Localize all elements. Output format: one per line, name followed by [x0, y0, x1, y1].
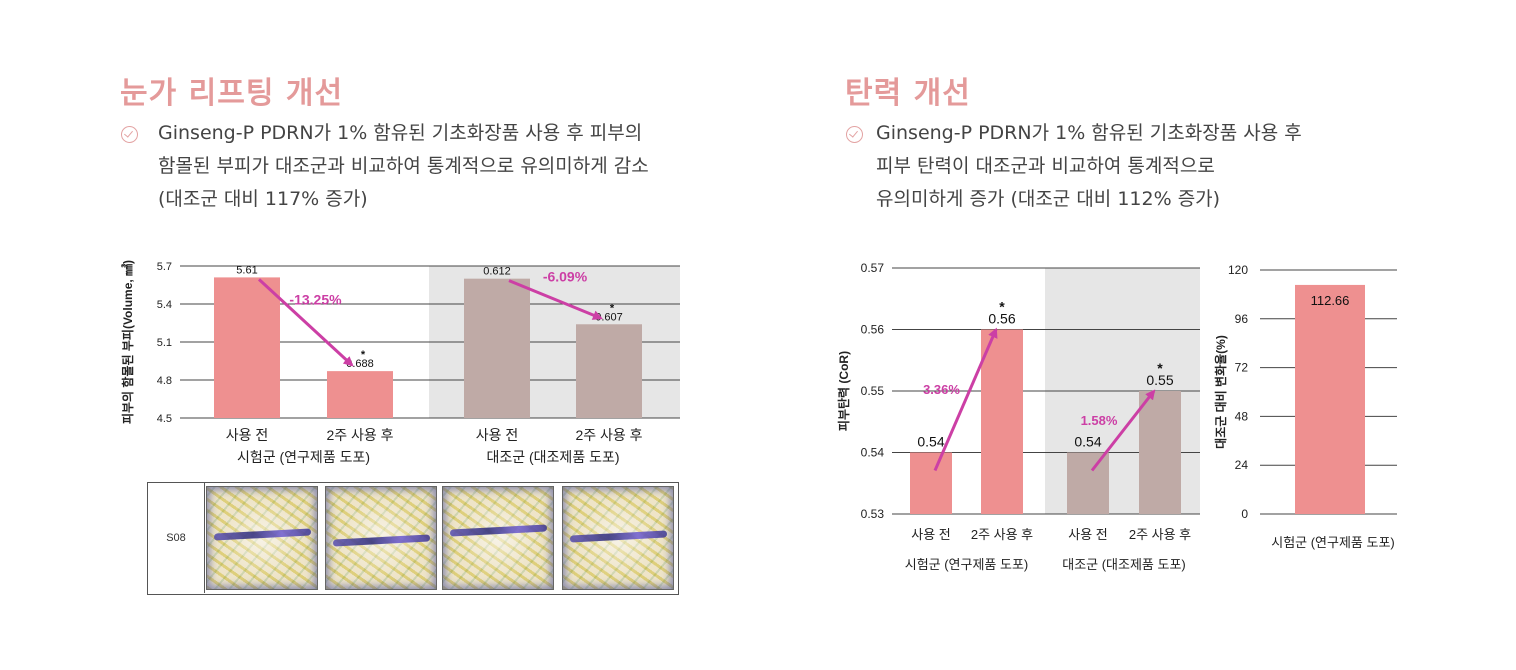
change-arrow	[933, 327, 998, 472]
change-arrow	[257, 278, 354, 367]
skin-image-test-before	[206, 486, 318, 590]
y-tick-label: 4.8	[157, 375, 172, 387]
x-group-label: 대조군 (대조제품 도포)	[486, 449, 619, 465]
bar	[981, 329, 1023, 514]
left-desc-line-1: Ginseng-P PDRN가 1% 함유된 기초화장품 사용 후 피부의	[158, 122, 643, 144]
x-group-label: 시험군 (연구제품 도포)	[237, 449, 370, 465]
right-desc-line-1: Ginseng-P PDRN가 1% 함유된 기초화장품 사용 후	[876, 122, 1302, 144]
y-tick-label: 4.5	[157, 413, 172, 425]
image-strip-label: S08	[148, 483, 205, 593]
check-circle-icon	[846, 126, 863, 143]
percent-change-label: 1.58%	[1081, 413, 1118, 428]
x-category-label: 2주 사용 후	[326, 427, 393, 443]
y-tick-label: 0.54	[861, 446, 885, 460]
data-label: 0.56	[988, 311, 1015, 327]
change-rate-bar-chart: 0 24 48 72 96 120 대조군 대비 변화율(%) 112.66 시험군 (연구제품…	[1213, 263, 1397, 550]
bar	[464, 278, 530, 418]
y-tick-label: 0	[1241, 507, 1248, 521]
elasticity-bar-chart: 0.53 0.54 0.55 0.56 0.57 피부탄력 (CoR) 0.54 사용 전 0.…	[836, 261, 1200, 572]
percent-change-label: -6.09%	[543, 268, 588, 284]
percent-change-label: 3.36%	[923, 382, 960, 397]
x-category-label: 사용 전	[226, 427, 269, 443]
y-tick-label: 72	[1235, 361, 1249, 375]
x-category-label: 시험군 (연구제품 도포)	[1271, 535, 1395, 550]
data-label: 0.55	[1146, 372, 1173, 388]
x-category-label: 2주 사용 후	[1129, 527, 1191, 542]
y-tick-label: 0.57	[861, 261, 885, 275]
x-category-label: 사용 전	[476, 427, 519, 443]
y-axis-title: 대조군 대비 변화율(%)	[1213, 335, 1228, 449]
left-description: Ginseng-P PDRN가 1% 함유된 기초화장품 사용 후 피부의 함몰…	[158, 117, 649, 216]
y-axis-title: 피부탄력 (CoR)	[836, 351, 851, 431]
y-tick-label: 0.53	[861, 507, 885, 521]
skin-image-control-after	[562, 486, 674, 590]
volume-bar-chart: 4.5 4.8 5.1 5.4 5.7 피부의 함몰된 부피(Volume, ㎣) 5.61…	[120, 260, 680, 465]
significance-star: *	[361, 349, 366, 361]
bar	[576, 324, 642, 418]
y-tick-label: 0.55	[861, 384, 885, 398]
bar	[1139, 391, 1181, 514]
significance-star: *	[610, 302, 615, 314]
left-desc-line-3: (대조군 대비 117% 증가)	[158, 188, 368, 210]
y-tick-label: 0.56	[861, 323, 885, 337]
significance-star: *	[999, 299, 1005, 315]
right-description: Ginseng-P PDRN가 1% 함유된 기초화장품 사용 후 피부 탄력이…	[876, 117, 1302, 216]
left-desc-line-2: 함몰된 부피가 대조군과 비교하여 통계적으로 유의미하게 감소	[158, 155, 649, 177]
percent-change-label: -13.25%	[289, 291, 342, 307]
y-tick-label: 120	[1228, 263, 1248, 277]
y-tick-label: 24	[1235, 458, 1249, 472]
bar	[327, 371, 393, 418]
data-label: 0.54	[917, 434, 944, 450]
x-category-label: 사용 전	[911, 527, 951, 542]
bar	[1067, 452, 1109, 514]
significance-star: *	[1157, 360, 1163, 376]
y-tick-label: 5.7	[157, 261, 172, 273]
check-circle-icon	[121, 126, 138, 143]
data-label: 0.54	[1074, 434, 1101, 450]
left-section-title: 눈가 리프팅 개선	[120, 76, 344, 111]
right-desc-line-3: 유의미하게 증가 (대조군 대비 112% 증가)	[876, 188, 1221, 210]
x-group-label: 시험군 (연구제품 도포)	[905, 557, 1029, 572]
bar	[1295, 284, 1365, 514]
skin-image-test-after	[325, 486, 437, 590]
skin-image-strip: S08	[147, 482, 679, 595]
bar	[214, 277, 280, 418]
data-label: 0.612	[483, 266, 511, 278]
right-section-title: 탄력 개선	[845, 76, 971, 111]
y-tick-label: 5.1	[157, 337, 172, 349]
right-desc-line-2: 피부 탄력이 대조군과 비교하여 통계적으로	[876, 155, 1215, 177]
x-group-label: 대조군 (대조제품 도포)	[1062, 557, 1186, 572]
y-tick-label: 48	[1235, 409, 1249, 423]
change-arrow	[1090, 389, 1156, 472]
bar	[910, 452, 952, 514]
data-label: 112.66	[1311, 293, 1350, 308]
x-category-label: 사용 전	[1068, 527, 1108, 542]
data-label: 5.61	[236, 264, 257, 276]
change-arrow	[508, 279, 603, 320]
y-axis-title: 피부의 함몰된 부피(Volume, ㎣)	[120, 260, 135, 424]
y-tick-label: 5.4	[157, 299, 172, 311]
skin-image-control-before	[442, 486, 554, 590]
y-tick-label: 96	[1235, 312, 1249, 326]
x-category-label: 2주 사용 후	[575, 427, 642, 443]
x-category-label: 2주 사용 후	[971, 527, 1033, 542]
